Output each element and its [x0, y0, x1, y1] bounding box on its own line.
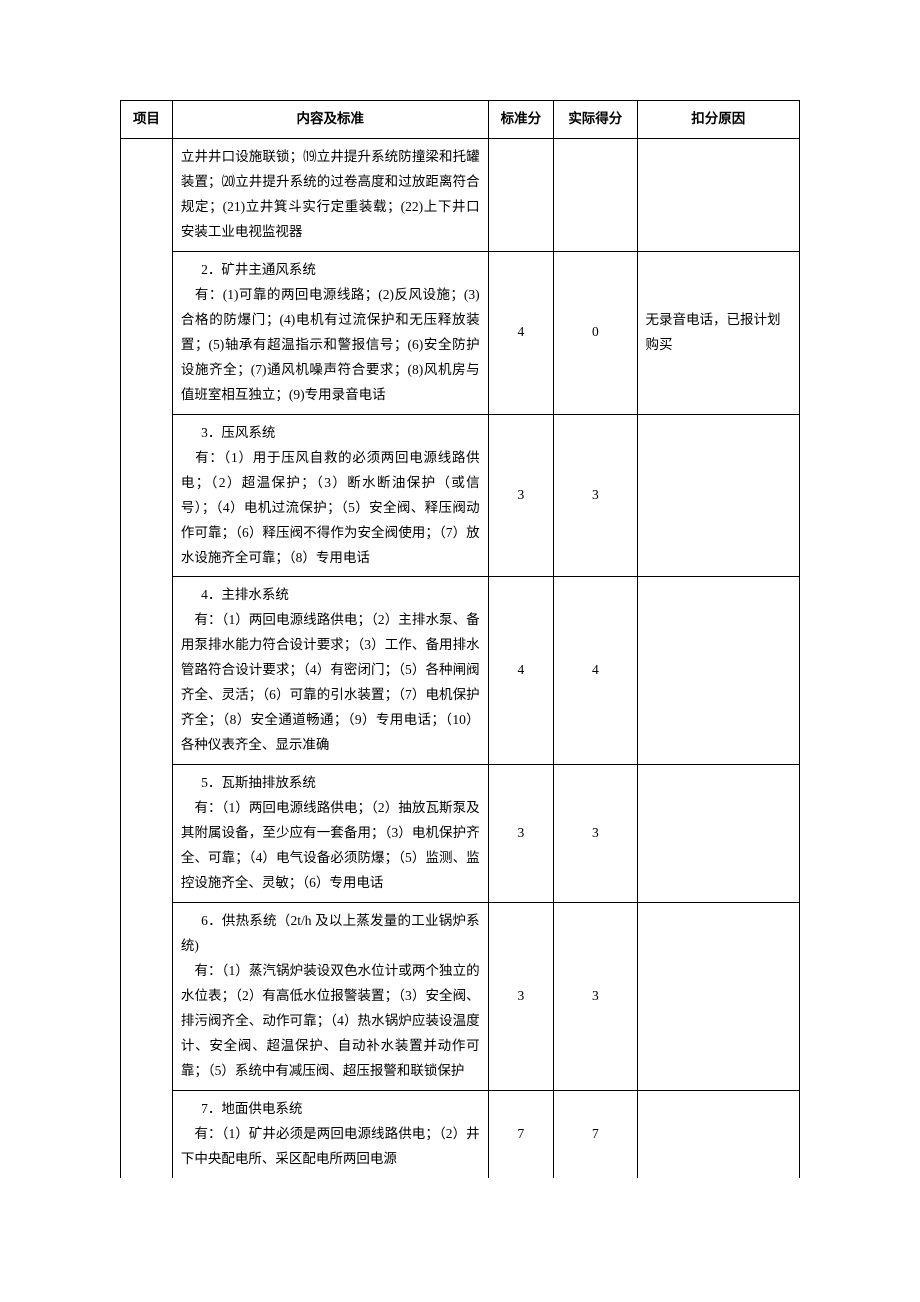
- cell-std-score: 3: [488, 903, 553, 1091]
- cell-reason: [637, 577, 799, 765]
- header-reason: 扣分原因: [637, 101, 799, 139]
- cell-content: 7．地面供电系统 有：（1）矿井必须是两回电源线路供电；（2）井下中央配电所、采…: [172, 1090, 488, 1177]
- cell-project: [121, 138, 173, 251]
- table-row: 立井井口设施联锁；⒆立井提升系统防撞梁和托罐装置；⒇立井提升系统的过卷高度和过放…: [121, 138, 800, 251]
- table-row: 5．瓦斯抽排放系统 有：（1）两回电源线路供电；（2）抽放瓦斯泵及其附属设备，至…: [121, 765, 800, 903]
- standards-table: 项目 内容及标准 标准分 实际得分 扣分原因 立井井口设施联锁；⒆立井提升系统防…: [120, 100, 800, 1178]
- cell-project: [121, 577, 173, 765]
- cell-content: 3．压风系统 有：（1）用于压风自救的必须两回电源线路供电；（2）超温保护；（3…: [172, 414, 488, 577]
- cell-actual-score: 3: [554, 414, 637, 577]
- cell-reason: [637, 765, 799, 903]
- cell-std-score: 7: [488, 1090, 553, 1177]
- cell-std-score: [488, 138, 553, 251]
- cell-std-score: 3: [488, 765, 553, 903]
- cell-project: [121, 765, 173, 903]
- header-std: 标准分: [488, 101, 553, 139]
- table-row: 7．地面供电系统 有：（1）矿井必须是两回电源线路供电；（2）井下中央配电所、采…: [121, 1090, 800, 1177]
- header-actual: 实际得分: [554, 101, 637, 139]
- header-project: 项目: [121, 101, 173, 139]
- cell-actual-score: 3: [554, 765, 637, 903]
- cell-actual-score: 4: [554, 577, 637, 765]
- cell-content: 6．供热系统（2t/h 及以上蒸发量的工业锅炉系统) 有：（1）蒸汽锅炉装设双色…: [172, 903, 488, 1091]
- cell-content: 4．主排水系统 有：（1）两回电源线路供电；（2）主排水泵、备用泵排水能力符合设…: [172, 577, 488, 765]
- cell-project: [121, 1090, 173, 1177]
- table-row: 2．矿井主通风系统 有：(1)可靠的两回电源线路；(2)反风设施；(3)合格的防…: [121, 251, 800, 414]
- cell-std-score: 4: [488, 251, 553, 414]
- cell-project: [121, 251, 173, 414]
- header-content: 内容及标准: [172, 101, 488, 139]
- cell-reason: [637, 414, 799, 577]
- cell-reason: [637, 138, 799, 251]
- cell-reason: 无录音电话，已报计划购买: [637, 251, 799, 414]
- cell-project: [121, 414, 173, 577]
- header-row: 项目 内容及标准 标准分 实际得分 扣分原因: [121, 101, 800, 139]
- cell-content: 立井井口设施联锁；⒆立井提升系统防撞梁和托罐装置；⒇立井提升系统的过卷高度和过放…: [172, 138, 488, 251]
- cell-content: 5．瓦斯抽排放系统 有：（1）两回电源线路供电；（2）抽放瓦斯泵及其附属设备，至…: [172, 765, 488, 903]
- cell-std-score: 4: [488, 577, 553, 765]
- table-body: 立井井口设施联锁；⒆立井提升系统防撞梁和托罐装置；⒇立井提升系统的过卷高度和过放…: [121, 138, 800, 1177]
- cell-actual-score: 0: [554, 251, 637, 414]
- cell-actual-score: [554, 138, 637, 251]
- cell-actual-score: 7: [554, 1090, 637, 1177]
- cell-project: [121, 903, 173, 1091]
- cell-reason: [637, 903, 799, 1091]
- cell-reason: [637, 1090, 799, 1177]
- table-row: 6．供热系统（2t/h 及以上蒸发量的工业锅炉系统) 有：（1）蒸汽锅炉装设双色…: [121, 903, 800, 1091]
- cell-content: 2．矿井主通风系统 有：(1)可靠的两回电源线路；(2)反风设施；(3)合格的防…: [172, 251, 488, 414]
- table-row: 4．主排水系统 有：（1）两回电源线路供电；（2）主排水泵、备用泵排水能力符合设…: [121, 577, 800, 765]
- cell-actual-score: 3: [554, 903, 637, 1091]
- table-row: 3．压风系统 有：（1）用于压风自救的必须两回电源线路供电；（2）超温保护；（3…: [121, 414, 800, 577]
- cell-std-score: 3: [488, 414, 553, 577]
